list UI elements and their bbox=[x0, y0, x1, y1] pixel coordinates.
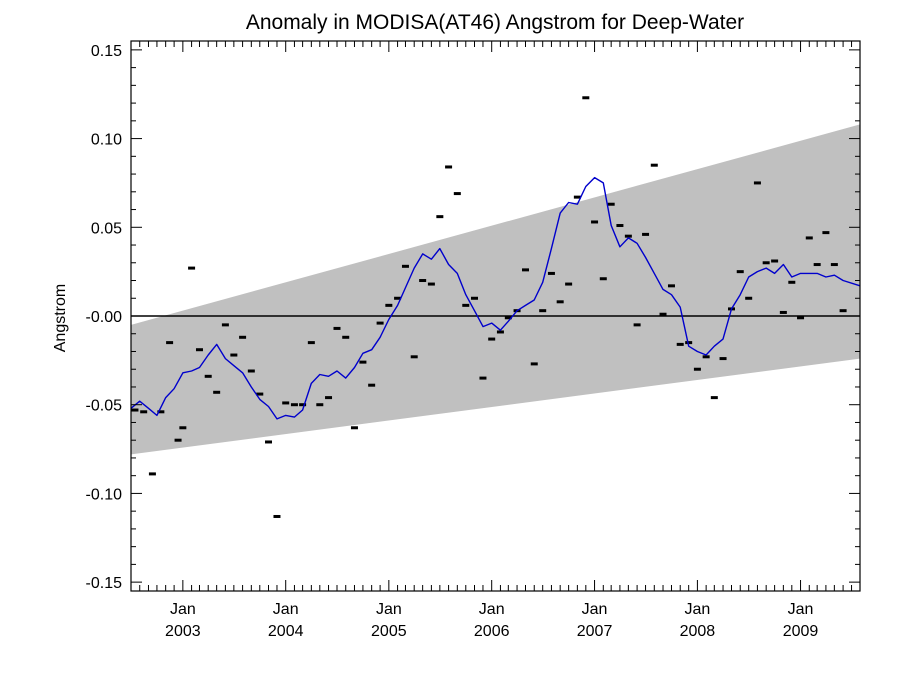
x-tick-month-label: Jan bbox=[582, 601, 608, 618]
y-axis-label: Angstrom bbox=[52, 284, 69, 352]
x-tick-month-label: Jan bbox=[788, 601, 814, 618]
y-tick-label: 0.15 bbox=[91, 43, 122, 60]
x-tick-year-label: 2009 bbox=[783, 623, 819, 640]
x-tick-year-label: 2003 bbox=[165, 623, 201, 640]
confidence-band bbox=[131, 124, 860, 455]
x-tick-month-label: Jan bbox=[273, 601, 299, 618]
y-tick-label: -0.00 bbox=[86, 309, 123, 326]
y-tick-label: -0.10 bbox=[86, 486, 123, 503]
y-tick-label: -0.05 bbox=[86, 398, 123, 415]
x-tick-year-label: 2005 bbox=[371, 623, 407, 640]
x-tick-month-label: Jan bbox=[170, 601, 196, 618]
x-tick-year-label: 2008 bbox=[680, 623, 716, 640]
smoothed-series-line bbox=[130, 176, 861, 420]
chart-title: Anomaly in MODISA(AT46) Angstrom for Dee… bbox=[246, 11, 744, 34]
plot-area: -0.15 -0.10 -0.05 -0.00 0.05 0.10 0.15 Jan 2003 J… bbox=[86, 40, 861, 640]
x-tick-year-label: 2007 bbox=[577, 623, 613, 640]
y-tick-label: 0.10 bbox=[91, 132, 122, 149]
x-tick-year-label: 2004 bbox=[268, 623, 304, 640]
y-tick-label: -0.15 bbox=[86, 575, 123, 592]
x-tick-month-label: Jan bbox=[376, 601, 402, 618]
x-tick-year-label: 2006 bbox=[474, 623, 510, 640]
x-tick-month-label: Jan bbox=[479, 601, 505, 618]
x-tick-month-label: Jan bbox=[685, 601, 711, 618]
y-tick-label: 0.05 bbox=[91, 220, 122, 237]
